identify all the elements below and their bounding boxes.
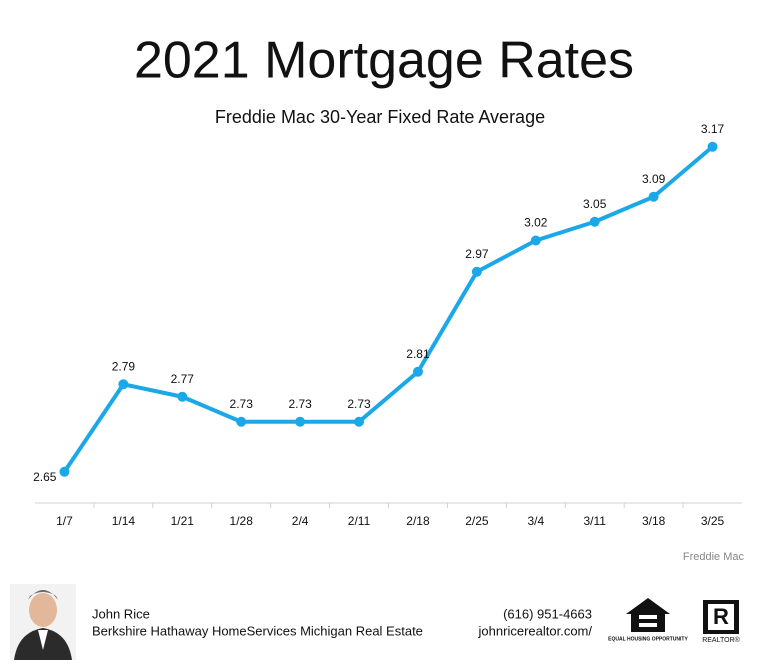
data-point — [295, 416, 306, 427]
x-tick-label: 2/25 — [465, 514, 489, 528]
data-label: 3.05 — [583, 197, 607, 211]
data-point — [648, 191, 659, 202]
data-point — [118, 379, 129, 390]
realtor-text: REALTOR® — [702, 636, 740, 644]
x-tick-label: 2/11 — [348, 514, 371, 528]
data-point — [589, 216, 600, 227]
data-point — [707, 141, 718, 152]
x-tick-label: 1/7 — [56, 514, 73, 528]
agent-photo — [10, 584, 76, 660]
x-tick-label: 3/18 — [642, 514, 666, 528]
data-point — [412, 366, 423, 377]
data-label: 2.73 — [230, 397, 254, 411]
data-label: 2.77 — [171, 372, 195, 386]
data-point — [59, 466, 70, 477]
data-point — [471, 266, 482, 277]
equal-housing-logo: EQUAL HOUSING OPPORTUNITY — [608, 598, 688, 642]
chart-subtitle: Freddie Mac 30-Year Fixed Rate Average — [215, 107, 545, 127]
agent-website: johnricerealtor.com/ — [478, 623, 593, 638]
data-label: 3.17 — [701, 122, 725, 136]
agent-name: John Rice — [92, 606, 150, 621]
data-point — [354, 416, 365, 427]
data-label: 2.73 — [347, 397, 371, 411]
agent-phone: (616) 951-4663 — [503, 606, 592, 621]
x-tick-label: 2/18 — [406, 514, 430, 528]
data-point — [530, 235, 541, 246]
data-point — [177, 391, 188, 402]
data-label: 2.73 — [288, 397, 312, 411]
data-label: 3.09 — [642, 172, 666, 186]
data-point — [236, 416, 247, 427]
x-tick-label: 3/4 — [527, 514, 544, 528]
svg-text:R: R — [713, 604, 729, 629]
agent-company: Berkshire Hathaway HomeServices Michigan… — [92, 623, 423, 638]
x-tick-label: 1/14 — [112, 514, 136, 528]
realtor-logo: R REALTOR® — [702, 600, 741, 644]
x-tick-label: 3/25 — [701, 514, 725, 528]
data-label: 2.81 — [406, 347, 430, 361]
source: Freddie Mac — [683, 551, 745, 563]
x-tick-label: 3/11 — [583, 514, 606, 528]
data-line — [62, 145, 714, 473]
x-tick-label: 2/4 — [292, 514, 309, 528]
data-label: 2.97 — [465, 247, 489, 261]
x-tick-label: 1/21 — [171, 514, 195, 528]
data-label: 2.79 — [112, 359, 136, 373]
x-tick-label: 1/28 — [230, 514, 254, 528]
data-label: 3.02 — [524, 216, 548, 230]
equal-housing-text: EQUAL HOUSING OPPORTUNITY — [608, 636, 688, 642]
data-label: 2.65 — [33, 470, 57, 484]
chart-title: 2021 Mortgage Rates — [134, 32, 634, 90]
